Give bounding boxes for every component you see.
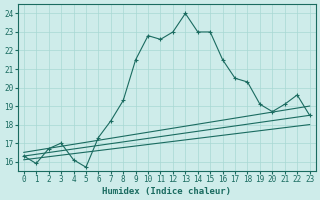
X-axis label: Humidex (Indice chaleur): Humidex (Indice chaleur) — [102, 187, 231, 196]
